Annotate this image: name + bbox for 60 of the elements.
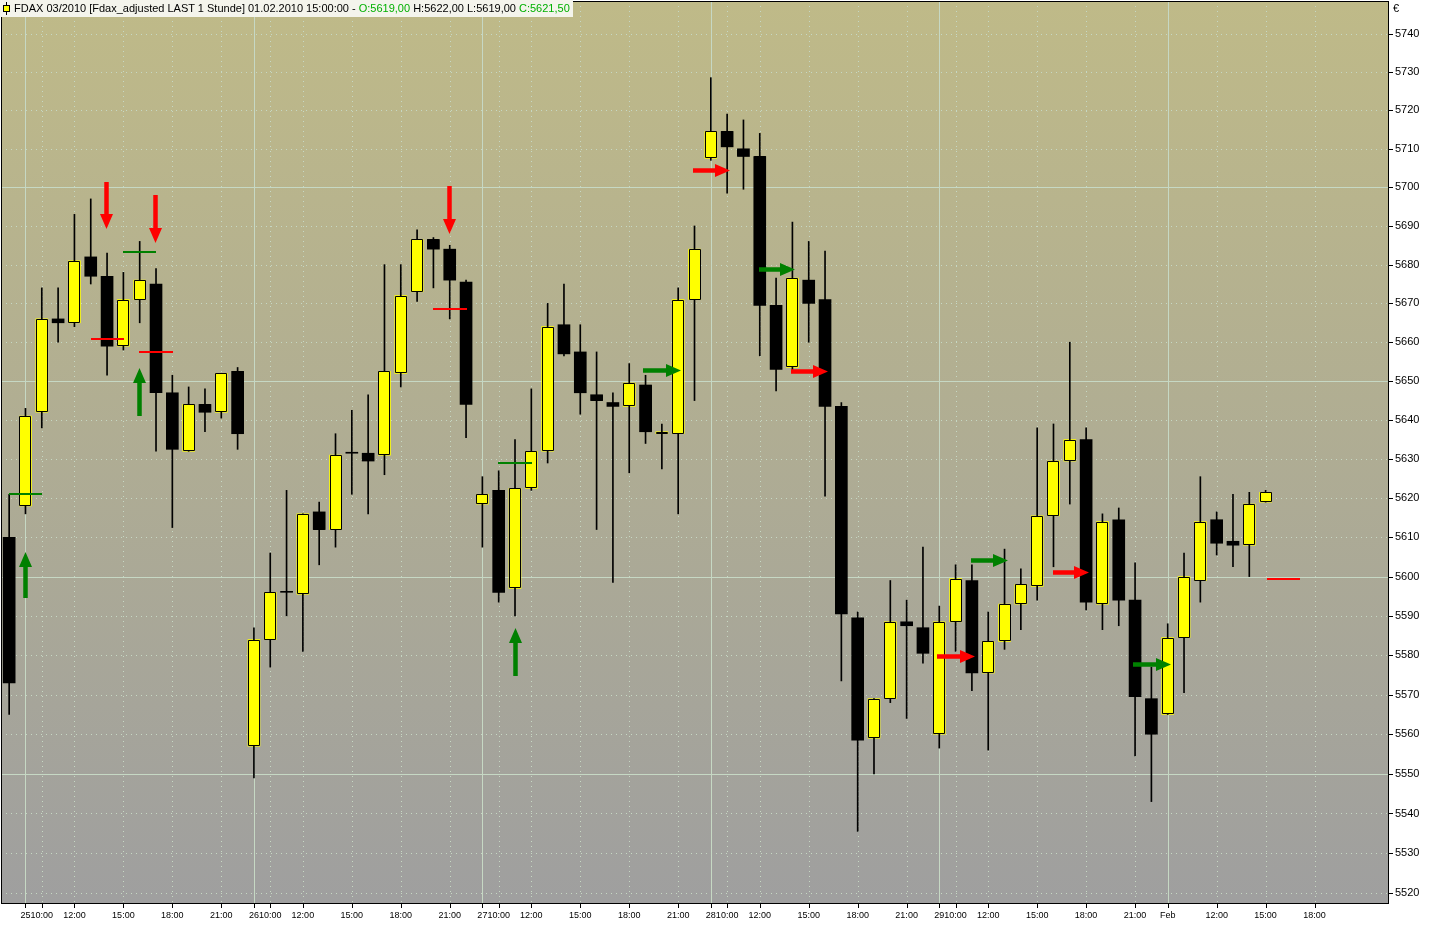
x-tick-label: 12:00 [63, 909, 86, 920]
chart-subtitle: O:5619,00 H:5622,00 L:5619,00 C:5621,50 [358, 2, 570, 14]
x-tick-label: 15:00 [569, 909, 592, 920]
x-tick-label: 15:00 [1025, 909, 1049, 920]
y-tick-label: 5580 [1395, 648, 1420, 661]
y-tick-label: 5540 [1395, 806, 1420, 819]
x-tick-label: 25 [20, 909, 31, 920]
y-tick-label: 5740 [1395, 26, 1420, 39]
x-tick-label: 21:00 [666, 909, 690, 920]
x-tick-label: 15:00 [340, 909, 364, 920]
x-tick-label: 21:00 [438, 909, 461, 920]
y-tick-label: 5670 [1395, 296, 1420, 309]
x-tick-label: 12:00 [976, 909, 1000, 920]
y-tick-label: 5610 [1395, 530, 1420, 543]
y-tick-label: 5600 [1395, 569, 1420, 582]
x-tick-label: 18:00 [617, 909, 641, 920]
y-tick-label: 5690 [1395, 218, 1420, 231]
x-tick-label: Feb [1159, 909, 1176, 920]
y-tick-label: 5720 [1395, 103, 1420, 116]
x-tick-label: 10:00 [258, 909, 282, 920]
y-tick-label: 5640 [1395, 413, 1420, 426]
x-tick-label: 10:00 [715, 909, 739, 920]
y-tick-label: 5660 [1395, 335, 1420, 348]
y-tick-label: 5530 [1395, 846, 1420, 859]
x-tick-label: 29 [934, 909, 945, 920]
x-tick-label: 18:00 [161, 909, 184, 920]
y-tick-label: 5520 [1395, 886, 1420, 899]
x-tick-label: 28 [705, 909, 716, 920]
y-tick-label: 5680 [1395, 257, 1420, 270]
y-tick-label: 5550 [1395, 766, 1420, 779]
x-tick-label: 10:00 [30, 909, 54, 920]
y-tick-label: 5560 [1395, 727, 1420, 740]
x-tick-label: 12:00 [520, 909, 543, 920]
x-tick-label: 26 [248, 909, 259, 920]
y-tick-label: 5730 [1395, 64, 1420, 77]
y-tick-label: 5570 [1395, 687, 1420, 700]
y-tick-label: 5710 [1395, 141, 1420, 154]
y-tick-label: 5590 [1395, 608, 1420, 621]
x-tick-label: 21:00 [895, 909, 918, 920]
x-tick-label: 10:00 [944, 909, 967, 920]
chart-title: FDAX 03/2010 [Fdax_adjusted LAST 1 Stunde] 01.02.2010 15:00:00 - [14, 2, 356, 14]
x-tick-label: 10:00 [487, 909, 510, 920]
x-tick-label: 27 [477, 909, 488, 920]
x-tick-label: 15:00 [112, 909, 135, 920]
y-tick-label: 5650 [1395, 374, 1420, 387]
x-tick-label: 21:00 [1123, 909, 1147, 920]
x-tick-label: 18:00 [389, 909, 413, 920]
x-tick-label: 21:00 [210, 909, 233, 920]
x-tick-label: 12:00 [748, 909, 772, 920]
y-axis-title: € [1393, 2, 1400, 15]
x-tick-label: 15:00 [1254, 909, 1277, 920]
y-tick-label: 5700 [1395, 180, 1420, 193]
x-tick-label: 18:00 [1074, 909, 1098, 920]
x-tick-label: 18:00 [846, 909, 869, 920]
x-tick-label: 12:00 [1205, 909, 1228, 920]
x-tick-label: 15:00 [797, 909, 820, 920]
x-tick-label: 12:00 [291, 909, 315, 920]
y-tick-label: 5630 [1395, 452, 1420, 465]
x-tick-label: 18:00 [1303, 909, 1326, 920]
y-tick-label: 5620 [1395, 491, 1420, 504]
